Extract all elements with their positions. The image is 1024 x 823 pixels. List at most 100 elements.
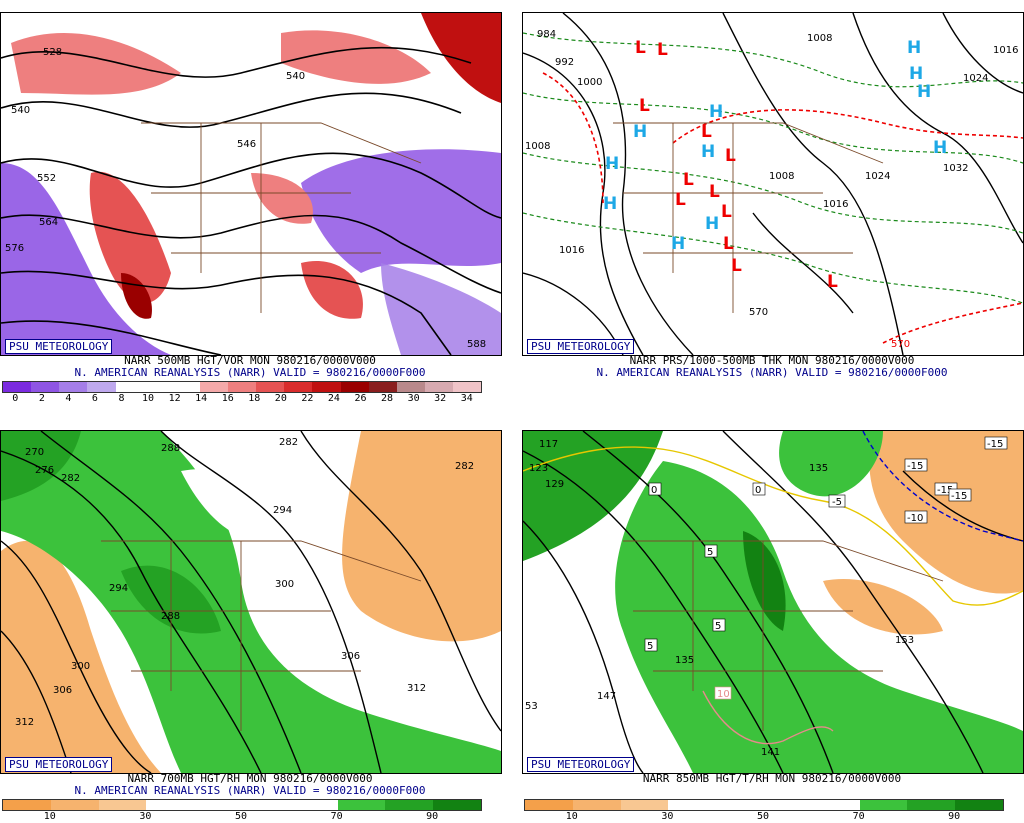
isobar-label: 1024 bbox=[865, 171, 890, 182]
isotherm-10 bbox=[702, 690, 834, 745]
panel-title: NARR 700MB HGT/RH MON 980216/0000V000 bbox=[127, 772, 373, 785]
colorbar bbox=[2, 381, 482, 393]
temp-label: 5 bbox=[647, 641, 653, 652]
high-symbol: H bbox=[909, 64, 923, 84]
colorbar-tick-label: 16 bbox=[221, 393, 234, 404]
temp-labels: -15 -15 -15 -15 -10 -5 0 5 5 5 bbox=[644, 436, 1008, 700]
panel-subtitle: N. AMERICAN REANALYSIS (NARR) VALID = 98… bbox=[74, 784, 426, 797]
colorbar-tick-label: 18 bbox=[248, 393, 261, 404]
high-symbol: H bbox=[907, 38, 921, 58]
colorbar-swatch bbox=[284, 382, 313, 392]
low-symbol: L bbox=[827, 272, 838, 292]
isobar-label: 1024 bbox=[963, 73, 988, 84]
vort-low-east bbox=[301, 149, 501, 273]
panel-title: NARR 850MB HGT/T/RH MON 980216/0000V000 bbox=[642, 772, 902, 785]
contour-label: 306 bbox=[53, 685, 72, 696]
panel-850mb: 117 123 129 135 135 147 141 153 53 -15 -… bbox=[522, 430, 1024, 822]
colorbar-swatch bbox=[31, 382, 60, 392]
borders bbox=[141, 122, 422, 313]
low-symbol: L bbox=[635, 38, 646, 58]
psu-badge: PSU METEOROLOGY bbox=[5, 339, 113, 354]
contour-label: 540 bbox=[11, 105, 30, 116]
contour-label: 282 bbox=[455, 461, 474, 472]
thickness-label: 570 bbox=[891, 339, 910, 350]
contour-label: 588 bbox=[467, 339, 486, 350]
dry-gap bbox=[181, 469, 291, 544]
colorbar-tick-label: 2 bbox=[38, 393, 45, 404]
isobar-label: 1008 bbox=[807, 33, 832, 44]
colorbar-tick-label: 8 bbox=[118, 393, 125, 404]
colorbar-swatch bbox=[59, 382, 88, 392]
high-symbol: H bbox=[933, 138, 947, 158]
thickness-lines bbox=[523, 32, 1023, 304]
temp-label: 0 bbox=[755, 485, 761, 496]
thickness-570 bbox=[882, 302, 1023, 344]
low-symbol: L bbox=[683, 170, 694, 190]
panel-subtitle: N. AMERICAN REANALYSIS (NARR) VALID = 98… bbox=[596, 366, 948, 379]
colorbar-swatch bbox=[3, 800, 51, 810]
contour-label: 117 bbox=[539, 439, 558, 450]
thickness-540 bbox=[542, 72, 604, 204]
colorbar-swatch bbox=[50, 800, 99, 810]
colorbar-swatch bbox=[525, 800, 573, 810]
panel-title: NARR PRS/1000-500MB THK MON 980216/0000V… bbox=[629, 354, 915, 367]
contour-label: 129 bbox=[545, 479, 564, 490]
colorbar-tick-label: 4 bbox=[65, 393, 72, 404]
isobar-label: 984 bbox=[537, 29, 556, 40]
moist-north bbox=[779, 431, 883, 497]
contour-label: 276 bbox=[35, 465, 54, 476]
psu-badge: PSU METEOROLOGY bbox=[527, 339, 635, 354]
high-symbol: H bbox=[917, 82, 931, 102]
isobar-label: 1032 bbox=[943, 163, 968, 174]
colorbar-tick-label: 24 bbox=[327, 393, 340, 404]
contour-label: 141 bbox=[761, 747, 780, 758]
colorbar-swatch bbox=[955, 800, 1003, 810]
high-symbol: H bbox=[605, 154, 619, 174]
temp-label: -15 bbox=[937, 485, 953, 496]
colorbar-tick-label: 20 bbox=[274, 393, 287, 404]
colorbar-swatch bbox=[87, 382, 116, 392]
contour-label: 270 bbox=[25, 447, 44, 458]
temp-label: -15 bbox=[987, 439, 1003, 450]
vort-low-west bbox=[1, 163, 171, 355]
isobar-label: 1016 bbox=[993, 45, 1018, 56]
isotherm-0 bbox=[523, 446, 1023, 606]
isobar-label: 1008 bbox=[769, 171, 794, 182]
moist-band bbox=[1, 431, 501, 773]
isotherm-neg10 bbox=[862, 431, 1023, 542]
colorbar-swatch bbox=[396, 382, 425, 392]
contour-label: 53 bbox=[525, 701, 538, 712]
colorbar-tick-label: 14 bbox=[195, 393, 208, 404]
colorbar-swatch bbox=[811, 800, 860, 810]
temp-label: 5 bbox=[715, 621, 721, 632]
colorbar-tick-label: 32 bbox=[434, 393, 447, 404]
colorbar-swatch bbox=[3, 382, 32, 392]
colorbar-swatch bbox=[572, 800, 621, 810]
colorbar-tick-label: 70 bbox=[852, 811, 865, 822]
colorbar-swatch bbox=[385, 800, 434, 810]
high-symbol: H bbox=[633, 122, 647, 142]
contour-label: 564 bbox=[39, 217, 58, 228]
temp-label: -10 bbox=[907, 513, 923, 524]
colorbar-tick-label: 12 bbox=[168, 393, 181, 404]
low-symbol: L bbox=[675, 190, 686, 210]
colorbar-swatch bbox=[98, 800, 147, 810]
contour-label: 135 bbox=[675, 655, 694, 666]
map-sfc-canvas: 984 992 1000 1008 1016 1008 1016 1024 10… bbox=[523, 13, 1023, 355]
vort-high-west bbox=[89, 171, 171, 303]
contour-label: 147 bbox=[597, 691, 616, 702]
colorbar-ticks: 10 30 50 70 90 bbox=[524, 811, 1002, 823]
colorbar-tick-label: 28 bbox=[381, 393, 394, 404]
contour-label: 135 bbox=[809, 463, 828, 474]
vort-high-ne bbox=[421, 13, 501, 103]
isobar-label: 570 bbox=[749, 307, 768, 318]
isobar-label: 1016 bbox=[823, 199, 848, 210]
colorbar-swatch bbox=[241, 800, 290, 810]
colorbar-tick-label: 26 bbox=[354, 393, 367, 404]
map-sfc: 984 992 1000 1008 1016 1008 1016 1024 10… bbox=[522, 12, 1024, 356]
isobar-label: 1016 bbox=[559, 245, 584, 256]
low-symbol: L bbox=[709, 182, 720, 202]
temp-label: 10 bbox=[717, 689, 730, 700]
colorbar-swatch bbox=[312, 382, 341, 392]
contour-label: 123 bbox=[529, 463, 548, 474]
